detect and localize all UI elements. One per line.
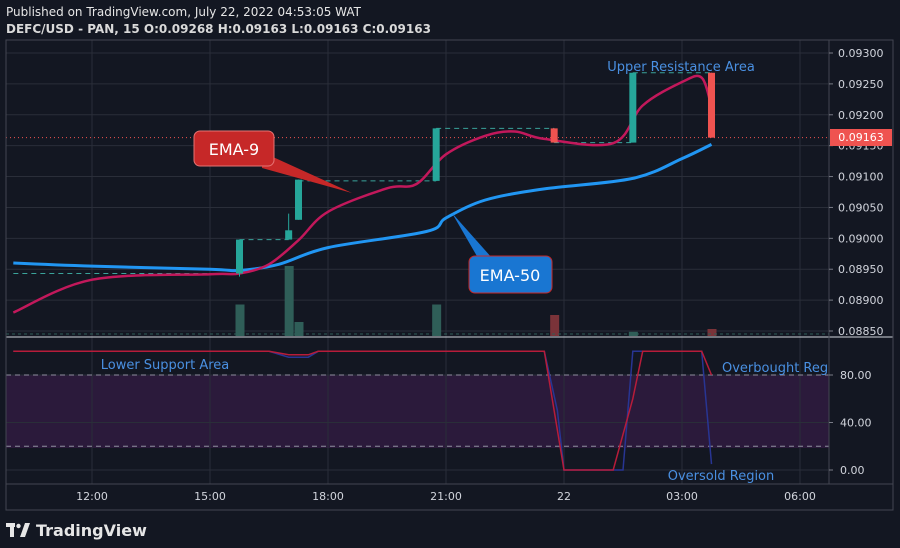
candle-body <box>285 230 293 240</box>
time-tick-label: 06:00 <box>784 490 816 503</box>
oscillator-band <box>6 375 829 448</box>
current-price-badge <box>830 129 892 146</box>
oversold-label: Oversold Region <box>668 469 775 484</box>
ema50-line <box>13 143 713 273</box>
volume-bar <box>628 331 638 336</box>
osc-tick-label: 0.00 <box>840 464 865 477</box>
overbought-label: Overbought Region <box>722 361 848 376</box>
volume-bar <box>550 315 560 336</box>
time-tick-label: 18:00 <box>312 490 344 503</box>
tradingview-logo-icon <box>6 521 30 539</box>
osc-tick-label: 40.00 <box>840 417 872 430</box>
volume-bar <box>284 266 294 336</box>
ema50-callout: EMA-50 <box>452 213 553 294</box>
stoch-d-line <box>13 350 713 471</box>
volume-bar <box>294 322 304 336</box>
tradingview-footer[interactable]: TradingView <box>6 518 147 542</box>
time-tick-label: 12:00 <box>76 490 108 503</box>
time-tick-label: 15:00 <box>194 490 226 503</box>
price-tick-label: 0.09200 <box>838 109 884 122</box>
time-tick-label: 21:00 <box>430 490 462 503</box>
price-tick-label: 0.09250 <box>838 78 884 91</box>
price-tick-label: 0.09000 <box>838 232 884 245</box>
oscillator-axis[interactable]: 80.00 40.00 0.00 <box>829 369 872 477</box>
upper-resistance-label: Upper Resistance Area <box>607 60 755 75</box>
ema9-callout: EMA-9 <box>193 130 352 193</box>
price-tick-label: 0.08900 <box>838 294 884 307</box>
candle-body <box>629 72 637 143</box>
price-tick-label: 0.08950 <box>838 263 884 276</box>
candle-body <box>236 239 243 274</box>
volume-bar <box>235 304 245 336</box>
price-pane[interactable] <box>6 40 829 336</box>
footer-brand: TradingView <box>36 520 147 540</box>
osc-tick-label: 80.00 <box>840 369 872 382</box>
symbol-ohlc: DEFC/USD - PAN, 15 O:0.09268 H:0.09163 L… <box>6 22 431 36</box>
stochastic-lines <box>13 350 713 471</box>
candle-body <box>432 128 440 181</box>
volume-bars <box>6 266 829 336</box>
chart-frame <box>5 39 894 511</box>
volume-bar <box>707 329 717 336</box>
price-axis[interactable]: 0.093000.092500.092000.091500.091000.090… <box>829 47 884 338</box>
published-info: Published on TradingView.com, July 22, 2… <box>6 5 361 19</box>
price-tick-label: 0.09050 <box>838 201 884 214</box>
price-tick-label: 0.08850 <box>838 325 884 338</box>
lower-support-label: Lower Support Area <box>101 358 230 373</box>
candle-body <box>295 179 302 220</box>
ema50-callout-label: EMA-50 <box>480 266 541 285</box>
time-tick-label: 03:00 <box>666 490 698 503</box>
candles <box>236 72 715 277</box>
ema9-callout-label: EMA-9 <box>209 140 259 159</box>
indicator-lines <box>12 74 713 314</box>
price-tick-label: 0.09300 <box>838 47 884 60</box>
candle-body <box>550 128 558 143</box>
grid-lines <box>6 40 829 484</box>
price-tick-label: 0.09100 <box>838 171 884 184</box>
current-price-label: 0.09163 <box>838 131 884 144</box>
volume-bar <box>432 304 442 336</box>
time-axis[interactable]: 12:00 15:00 18:00 21:00 22 03:00 06:00 <box>76 490 816 503</box>
time-tick-label: 22 <box>557 490 571 503</box>
candle-body <box>708 72 715 138</box>
stoch-k-line <box>13 350 713 471</box>
ema9-line <box>12 74 713 314</box>
